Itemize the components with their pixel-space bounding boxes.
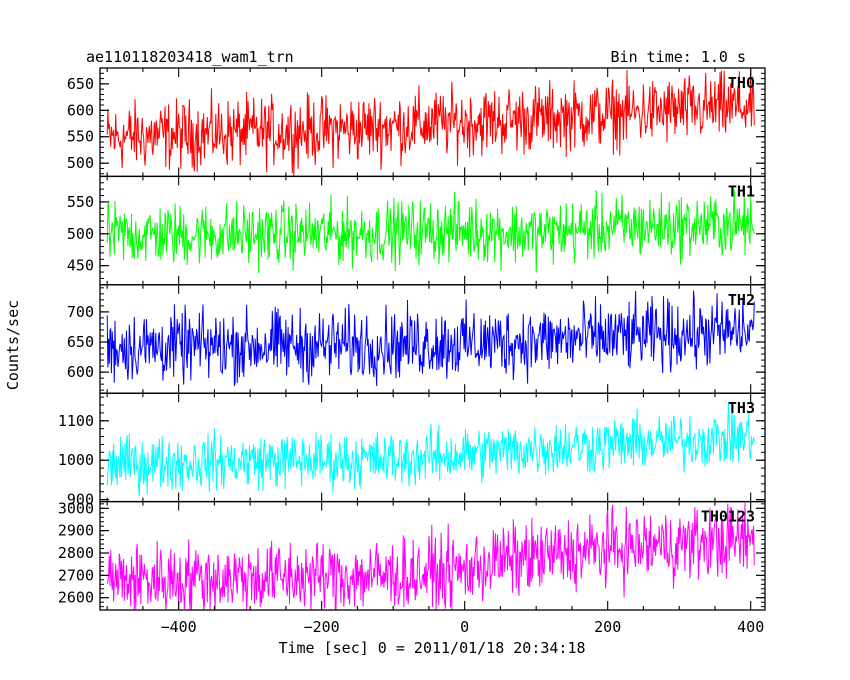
y-tick-label: 2700: [58, 566, 94, 584]
y-tick-label: 2800: [58, 544, 94, 562]
y-tick-label: 450: [67, 257, 94, 275]
y-tick-label: 2900: [58, 522, 94, 540]
bin-time-label: Bin time: 1.0 s: [611, 48, 746, 66]
y-tick-label: 500: [67, 154, 94, 172]
panel-label-th0123: TH0123: [701, 508, 755, 526]
x-tick-label: −200: [304, 618, 340, 636]
panel-frame-th0123: [99, 500, 766, 611]
chart-title: ae110118203418_wam1_trn: [86, 48, 294, 66]
series-line-th0: [106, 67, 755, 177]
series-line-th1: [106, 189, 755, 274]
panel-label-th0: TH0: [728, 74, 755, 92]
y-tick-label: 700: [67, 303, 94, 321]
series-line-th2: [106, 290, 755, 387]
y-tick-label: 900: [67, 491, 94, 509]
y-tick-label: 650: [67, 75, 94, 93]
y-tick-label: 600: [67, 363, 94, 381]
y-tick-label: 3000: [58, 499, 94, 517]
y-tick-label: 550: [67, 128, 94, 146]
y-axis-label: Counts/sec: [4, 300, 22, 390]
y-tick-label: 600: [67, 101, 94, 119]
series-line-th3: [106, 402, 755, 496]
y-tick-label: 550: [67, 193, 94, 211]
x-tick-label: 200: [594, 618, 621, 636]
series-line-th0123: [106, 502, 755, 611]
panel-label-th3: TH3: [728, 399, 755, 417]
panel-label-th2: TH2: [728, 291, 755, 309]
y-tick-label: 1100: [58, 412, 94, 430]
x-tick-label: −400: [161, 618, 197, 636]
y-tick-label: 2600: [58, 589, 94, 607]
panels-group: 500 550 600 650 TH0 450 500 550 TH1 600 650 700 TH2 9…: [58, 67, 766, 636]
y-tick-label: 650: [67, 333, 94, 351]
x-tick-label: 400: [737, 618, 764, 636]
panel-label-th1: TH1: [728, 182, 755, 200]
x-axis-label: Time [sec] 0 = 2011/01/18 20:34:18: [278, 639, 585, 657]
x-tick-label: 0: [460, 618, 469, 636]
y-tick-label: 1000: [58, 451, 94, 469]
y-tick-label: 500: [67, 225, 94, 243]
